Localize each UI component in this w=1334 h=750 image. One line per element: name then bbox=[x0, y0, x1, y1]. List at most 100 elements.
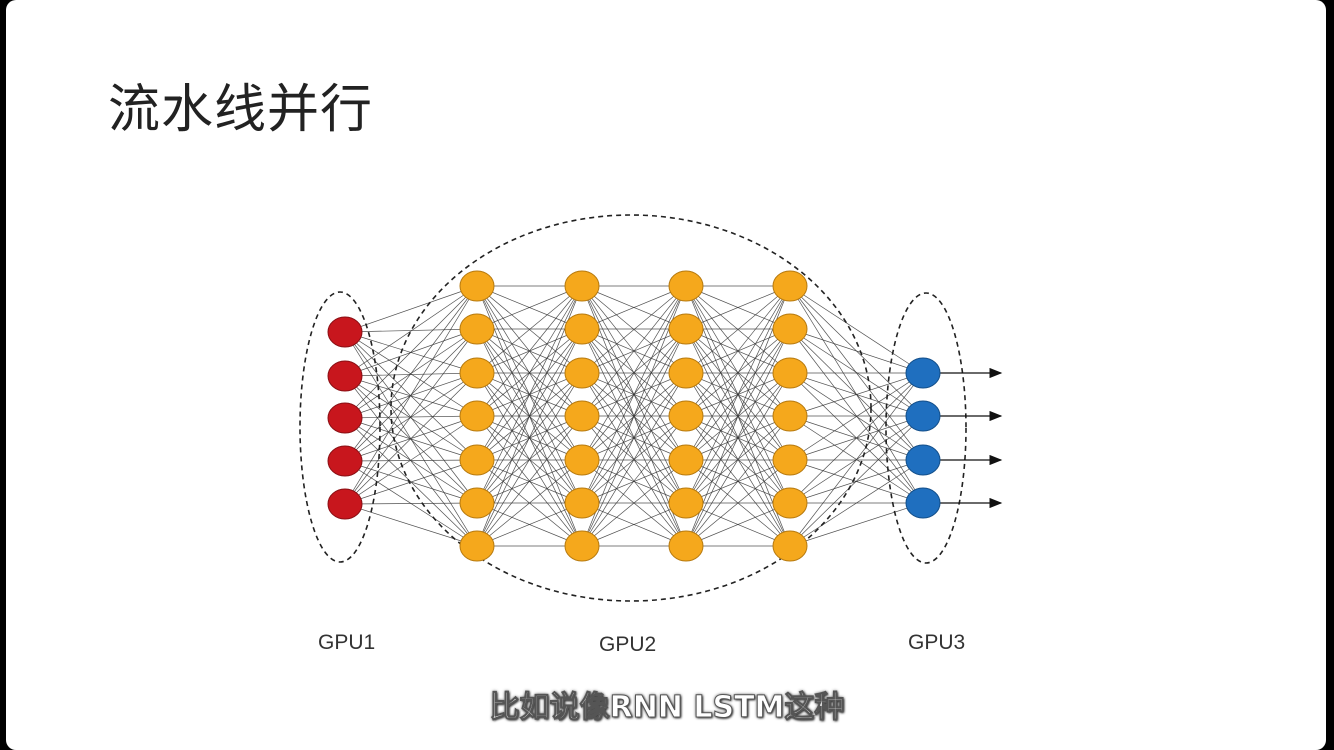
output-arrows bbox=[939, 367, 1003, 509]
edge-l3-6-3 bbox=[685, 415, 791, 547]
edge-l0-4-1 bbox=[344, 328, 478, 505]
edge-l3-5-0 bbox=[685, 285, 791, 504]
edge-l1-6-3 bbox=[476, 415, 583, 547]
node-layer6-1 bbox=[905, 357, 941, 389]
node-layer5-4 bbox=[772, 400, 808, 432]
edge-l2-6-4 bbox=[581, 459, 687, 547]
edge-l1-6-2 bbox=[476, 372, 583, 547]
node-layer2-4 bbox=[459, 400, 495, 432]
edge-l0-1-4 bbox=[344, 375, 478, 461]
node-layer2-5 bbox=[459, 444, 495, 476]
node-layer4-6 bbox=[668, 487, 704, 519]
edge-l2-2-0 bbox=[581, 285, 687, 374]
edge-l4-5-0 bbox=[789, 372, 924, 504]
edge-l0-3-0 bbox=[344, 285, 478, 462]
gpu2-boundary bbox=[390, 214, 872, 602]
edge-l0-4-5 bbox=[344, 502, 478, 505]
edge-l2-3-0 bbox=[581, 285, 687, 417]
edge-l0-2-0 bbox=[344, 285, 478, 419]
edge-l4-5-2 bbox=[789, 459, 924, 504]
node-layer4-2 bbox=[668, 313, 704, 345]
edge-l4-1-1 bbox=[789, 328, 924, 417]
edge-l0-1-6 bbox=[344, 375, 478, 547]
edge-l4-0-0 bbox=[789, 285, 924, 374]
node-layer1-3 bbox=[327, 402, 363, 434]
node-layer5-1 bbox=[772, 270, 808, 302]
edge-l2-6-2 bbox=[581, 372, 687, 547]
node-layer4-7 bbox=[668, 530, 704, 562]
node-layer5-3 bbox=[772, 357, 808, 389]
gpu3-label: GPU3 bbox=[908, 631, 966, 654]
node-layer4-5 bbox=[668, 444, 704, 476]
edge-l0-1-0 bbox=[344, 285, 478, 377]
node-layer3-2 bbox=[564, 313, 600, 345]
edge-l1-6-1 bbox=[476, 328, 583, 547]
edge-l4-6-1 bbox=[789, 415, 924, 547]
network-nodes bbox=[327, 270, 941, 562]
edge-l3-6-2 bbox=[685, 372, 791, 547]
edge-l3-3-0 bbox=[685, 285, 791, 417]
node-layer2-1 bbox=[459, 270, 495, 302]
node-layer5-6 bbox=[772, 487, 808, 519]
edge-l3-6-4 bbox=[685, 459, 791, 547]
node-layer1-1 bbox=[327, 316, 363, 348]
edge-l2-6-1 bbox=[581, 328, 687, 547]
node-layer4-1 bbox=[668, 270, 704, 302]
node-layer5-2 bbox=[772, 313, 808, 345]
edge-l0-4-3 bbox=[344, 415, 478, 505]
node-layer6-2 bbox=[905, 400, 941, 432]
node-layer2-6 bbox=[459, 487, 495, 519]
edge-l0-4-2 bbox=[344, 372, 478, 505]
node-layer3-7 bbox=[564, 530, 600, 562]
edge-l1-6-5 bbox=[476, 502, 583, 547]
node-layer3-5 bbox=[564, 444, 600, 476]
node-layer6-3 bbox=[905, 444, 941, 476]
gpu-boundaries bbox=[299, 214, 967, 602]
edge-l0-1-1 bbox=[344, 328, 478, 377]
gpu2-label: GPU2 bbox=[599, 633, 657, 656]
slide-title: 流水线并行 bbox=[108, 80, 374, 140]
edge-l1-3-0 bbox=[476, 285, 583, 417]
edge-l3-2-0 bbox=[685, 285, 791, 374]
edge-l4-3-0 bbox=[789, 372, 924, 417]
slide: 流水线并行 bbox=[6, 0, 1326, 750]
edge-l2-5-0 bbox=[581, 285, 687, 504]
connection-edges bbox=[344, 285, 924, 547]
edge-l2-6-3 bbox=[581, 415, 687, 547]
edge-l2-6-5 bbox=[581, 502, 687, 547]
edge-l0-4-4 bbox=[344, 459, 478, 505]
node-layer4-4 bbox=[668, 400, 704, 432]
gpu3-boundary bbox=[885, 292, 967, 564]
edge-l1-6-0 bbox=[476, 285, 583, 547]
edge-l0-1-2 bbox=[344, 372, 478, 377]
node-layer2-7 bbox=[459, 530, 495, 562]
edge-l1-4-0 bbox=[476, 285, 583, 461]
edge-l3-1-0 bbox=[685, 285, 791, 330]
edge-l1-5-0 bbox=[476, 285, 583, 504]
edge-l1-6-4 bbox=[476, 459, 583, 547]
edge-l4-4-0 bbox=[789, 372, 924, 461]
node-layer3-4 bbox=[564, 400, 600, 432]
edge-l4-6-2 bbox=[789, 459, 924, 547]
edge-l0-1-3 bbox=[344, 375, 478, 417]
edge-l3-4-0 bbox=[685, 285, 791, 461]
edge-l3-6-5 bbox=[685, 502, 791, 547]
edge-l1-1-0 bbox=[476, 285, 583, 330]
video-subtitle: 比如说像RNN LSTM这种 bbox=[489, 690, 845, 726]
gpu1-boundary bbox=[299, 291, 381, 563]
node-layer3-6 bbox=[564, 487, 600, 519]
edge-l2-1-0 bbox=[581, 285, 687, 330]
edge-l0-4-6 bbox=[344, 503, 478, 547]
edge-l4-1-0 bbox=[789, 328, 924, 374]
edge-l0-0-5 bbox=[344, 331, 478, 504]
node-layer1-2 bbox=[327, 360, 363, 392]
node-layer1-5 bbox=[327, 488, 363, 520]
edge-l1-2-0 bbox=[476, 285, 583, 374]
node-layer2-2 bbox=[459, 313, 495, 345]
edge-l2-4-0 bbox=[581, 285, 687, 461]
edge-l3-6-1 bbox=[685, 328, 791, 547]
edge-l4-6-3 bbox=[789, 502, 924, 547]
node-layer6-4 bbox=[905, 487, 941, 519]
edge-l0-0-1 bbox=[344, 328, 478, 333]
